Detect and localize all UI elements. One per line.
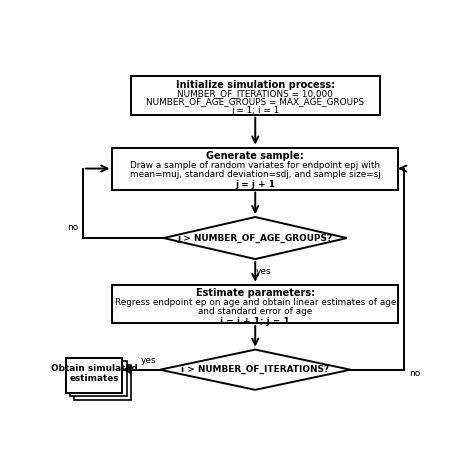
- FancyBboxPatch shape: [131, 76, 380, 114]
- Text: no: no: [67, 223, 79, 232]
- Text: yes: yes: [255, 267, 271, 276]
- Text: and standard error of age: and standard error of age: [198, 307, 312, 316]
- Text: Regress endpoint ep on age and obtain linear estimates of age: Regress endpoint ep on age and obtain li…: [114, 298, 396, 307]
- Text: i = i + 1; j = 1: i = i + 1; j = 1: [220, 317, 290, 326]
- Text: i > NUMBER_OF_ITERATIONS?: i > NUMBER_OF_ITERATIONS?: [181, 365, 329, 374]
- Text: j > NUMBER_OF_AGE_GROUPS?: j > NUMBER_OF_AGE_GROUPS?: [178, 234, 333, 243]
- FancyBboxPatch shape: [74, 365, 131, 400]
- Text: NUMBER_OF_AGE_GROUPS = MAX_AGE_GROUPS: NUMBER_OF_AGE_GROUPS = MAX_AGE_GROUPS: [146, 97, 364, 106]
- Text: Obtain simulated
estimates: Obtain simulated estimates: [51, 364, 137, 383]
- FancyBboxPatch shape: [66, 358, 123, 392]
- FancyBboxPatch shape: [70, 361, 127, 396]
- Text: yes: yes: [141, 356, 157, 365]
- Text: Generate sample:: Generate sample:: [206, 151, 304, 161]
- FancyBboxPatch shape: [112, 285, 398, 323]
- FancyBboxPatch shape: [112, 148, 398, 190]
- Text: Initialize simulation process:: Initialize simulation process:: [175, 80, 335, 90]
- Text: Draw a sample of random variates for endpoint epj with: Draw a sample of random variates for end…: [130, 161, 380, 170]
- Polygon shape: [160, 350, 350, 390]
- Text: j = 1; i = 1: j = 1; i = 1: [231, 106, 280, 115]
- Polygon shape: [164, 217, 347, 259]
- Text: j = j + 1: j = j + 1: [235, 180, 275, 189]
- Text: mean=muj, standard deviation=sdj, and sample size=sj: mean=muj, standard deviation=sdj, and sa…: [130, 170, 381, 179]
- Text: NUMBER_OF_ITERATIONS = 10,000: NUMBER_OF_ITERATIONS = 10,000: [177, 89, 333, 98]
- Text: no: no: [409, 369, 420, 378]
- Text: Estimate parameters:: Estimate parameters:: [196, 288, 315, 298]
